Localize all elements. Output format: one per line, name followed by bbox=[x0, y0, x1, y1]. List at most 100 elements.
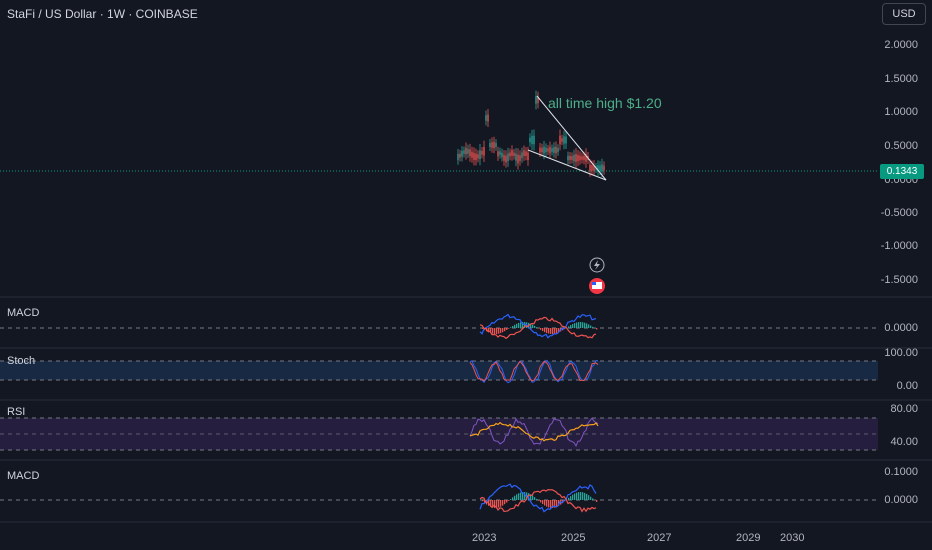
macd-histogram-bar bbox=[592, 326, 594, 328]
macd-histogram-bar bbox=[494, 328, 496, 334]
candle-body bbox=[501, 152, 503, 158]
macd-histogram-bar bbox=[582, 492, 584, 500]
macd-histogram-bar bbox=[520, 492, 522, 500]
candle-body bbox=[569, 155, 571, 161]
macd-histogram-bar bbox=[538, 328, 540, 329]
pane-label-stoch[interactable]: Stoch bbox=[7, 355, 36, 367]
y-label: 80.00 bbox=[890, 403, 918, 415]
macd-histogram-bar bbox=[544, 328, 546, 333]
macd-histogram-bar bbox=[542, 328, 544, 332]
macd-histogram-bar bbox=[552, 500, 554, 508]
macd-histogram-bar bbox=[512, 325, 514, 328]
candle-body bbox=[537, 96, 539, 104]
macd-histogram-bar bbox=[596, 328, 598, 330]
indicator-line bbox=[479, 316, 597, 340]
macd-histogram-bar bbox=[536, 327, 538, 328]
current-price-badge: 0.1343 bbox=[880, 164, 924, 179]
candle-body bbox=[477, 154, 479, 159]
candle-body bbox=[467, 149, 469, 154]
pane-label-macd[interactable]: MACD bbox=[7, 307, 40, 319]
candle-body bbox=[547, 148, 549, 152]
y-label: 0.00 bbox=[896, 380, 918, 392]
candle-body bbox=[511, 150, 513, 156]
candle-body bbox=[491, 142, 493, 148]
y-label: -1.0000 bbox=[880, 240, 918, 252]
candle-body bbox=[521, 152, 523, 159]
macd-histogram-bar bbox=[574, 323, 576, 328]
macd-histogram-bar bbox=[502, 328, 504, 333]
candle-body bbox=[509, 152, 511, 157]
macd-histogram-bar bbox=[488, 328, 490, 333]
macd-histogram-bar bbox=[522, 322, 524, 328]
indicator-line bbox=[479, 483, 597, 513]
macd-histogram-bar bbox=[578, 322, 580, 328]
x-label: 2025 bbox=[561, 532, 586, 544]
stoch-band bbox=[0, 361, 878, 380]
macd-histogram-bar bbox=[490, 328, 492, 334]
macd-histogram-bar bbox=[500, 328, 502, 334]
price-candles bbox=[457, 90, 605, 178]
indicator-line bbox=[469, 360, 599, 382]
currency-button[interactable]: USD bbox=[882, 3, 926, 25]
macd-histogram-bar bbox=[502, 500, 504, 506]
chart-annotation[interactable]: all time high $1.20 bbox=[548, 95, 662, 111]
macd-histogram-bar bbox=[574, 493, 576, 500]
candle-body bbox=[555, 146, 557, 154]
candle-body bbox=[525, 151, 527, 156]
y-label: 0.1000 bbox=[884, 466, 918, 478]
symbol-title[interactable]: StaFi / US Dollar · 1W · COINBASE bbox=[7, 7, 198, 21]
y-label: 0.5000 bbox=[884, 140, 918, 152]
candle-body bbox=[489, 142, 491, 148]
macd-histogram-bar bbox=[578, 492, 580, 500]
macd-histogram-bar bbox=[542, 500, 544, 505]
macd-histogram-bar bbox=[550, 328, 552, 334]
flag-icon[interactable] bbox=[589, 278, 605, 294]
macd-histogram-bar bbox=[494, 500, 496, 508]
candle-body bbox=[549, 146, 551, 154]
macd-histogram-bar bbox=[554, 328, 556, 334]
candle-body bbox=[563, 136, 565, 144]
lightning-icon[interactable] bbox=[589, 257, 605, 273]
candle-body bbox=[591, 165, 593, 171]
macd-histogram-bar bbox=[498, 328, 500, 334]
macd-histogram-bar bbox=[524, 492, 526, 500]
candle-body bbox=[495, 143, 497, 147]
y-label: 2.0000 bbox=[884, 39, 918, 51]
macd-histogram-bar bbox=[508, 328, 510, 329]
macd-histogram-bar bbox=[576, 322, 578, 328]
macd-histogram-bar bbox=[532, 324, 534, 328]
macd-histogram-bar bbox=[498, 500, 500, 508]
macd-histogram-bar bbox=[554, 500, 556, 508]
macd-histogram-bar bbox=[590, 496, 592, 500]
macd-histogram-bar bbox=[492, 328, 494, 334]
x-label: 2027 bbox=[647, 532, 672, 544]
candle-body bbox=[589, 164, 591, 172]
pane-label-rsi[interactable]: RSI bbox=[7, 406, 26, 418]
candle-body bbox=[517, 154, 519, 164]
macd-histogram-bar bbox=[480, 499, 482, 500]
macd-histogram-bar bbox=[570, 496, 572, 500]
macd-histogram-bar bbox=[592, 498, 594, 500]
macd-histogram-bar bbox=[580, 492, 582, 500]
macd-histogram-bar bbox=[516, 323, 518, 328]
macd-histogram-bar bbox=[532, 495, 534, 500]
macd-histogram-bar bbox=[558, 328, 560, 333]
candle-body bbox=[487, 114, 489, 122]
candle-body bbox=[481, 150, 483, 155]
candle-body bbox=[597, 165, 599, 171]
macd-histogram-bar bbox=[514, 495, 516, 500]
y-label: 0.0000 bbox=[884, 494, 918, 506]
pane-label-macd-2[interactable]: MACD bbox=[7, 470, 40, 482]
candle-body bbox=[503, 154, 505, 161]
macd-histogram-bar bbox=[504, 328, 506, 332]
y-label: 1.0000 bbox=[884, 106, 918, 118]
macd-histogram-bar bbox=[536, 498, 538, 500]
candle-body bbox=[543, 146, 545, 154]
candle-body bbox=[603, 165, 605, 171]
macd-histogram-bar bbox=[586, 323, 588, 328]
macd-histogram-bar bbox=[510, 499, 512, 500]
candle-body bbox=[571, 156, 573, 160]
candle-body bbox=[483, 146, 485, 156]
macd-histogram-bar bbox=[484, 500, 486, 503]
